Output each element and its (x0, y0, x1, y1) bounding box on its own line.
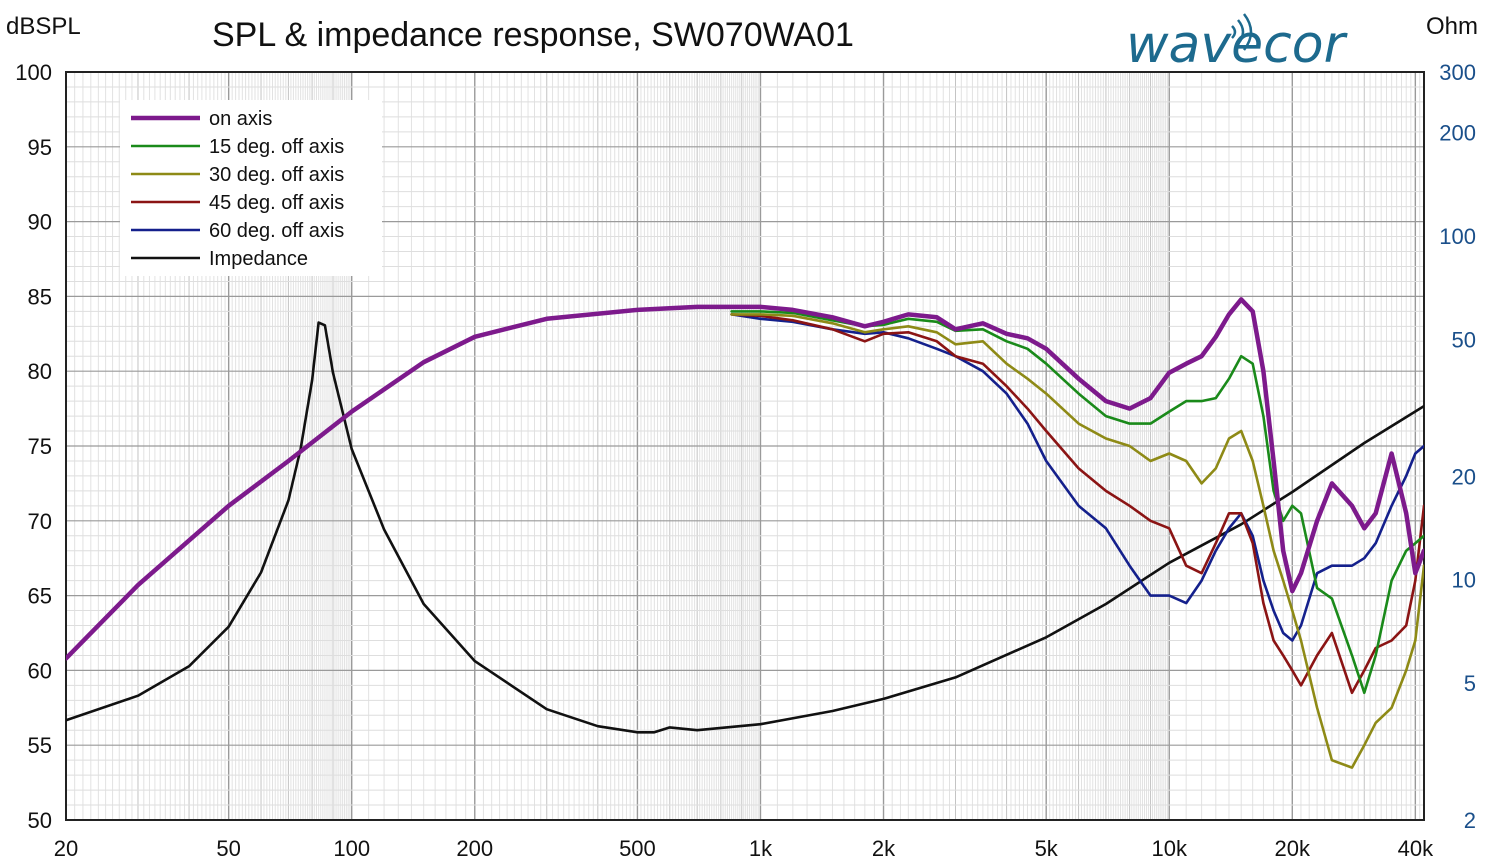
legend: on axis 15 deg. off axis 30 deg. off axis 4… (120, 100, 382, 276)
y2-tick-label: 100 (1439, 224, 1476, 249)
y2-tick-label: 50 (1452, 327, 1476, 352)
y-tick-label: 80 (28, 359, 52, 384)
x-tick-label: 5k (1035, 836, 1059, 861)
series-line-on-axis (66, 297, 1424, 661)
right-axis-ticks: 300 200 100 50 20 10 5 2 (1439, 60, 1476, 833)
legend-label: on axis (209, 108, 272, 130)
series-line-45-deg-off-axis (730, 313, 1424, 695)
series-line-60-deg-off-axis (730, 313, 1424, 642)
y-tick-label: 95 (28, 135, 52, 160)
left-axis-ticks: 100 95 90 85 80 75 70 65 60 55 50 (15, 60, 52, 833)
x-tick-label: 1k (749, 836, 773, 861)
x-tick-label: 20k (1275, 836, 1311, 861)
legend-label: 60 deg. off axis (209, 220, 344, 242)
y2-tick-label: 200 (1439, 121, 1476, 146)
y-tick-label: 70 (28, 509, 52, 534)
x-tick-label: 20 (54, 836, 78, 861)
x-tick-label: 10k (1151, 836, 1187, 861)
series-layer (66, 297, 1424, 769)
legend-background (120, 100, 382, 276)
y2-tick-label: 5 (1464, 671, 1476, 696)
y-axis-label: dBSPL (6, 13, 81, 40)
y-tick-label: 50 (28, 808, 52, 833)
y2-tick-label: 2 (1464, 808, 1476, 833)
chart-title: SPL & impedance response, SW070WA01 (212, 16, 854, 54)
y-tick-label: 100 (15, 60, 52, 85)
y-tick-label: 90 (28, 210, 52, 235)
legend-label: 45 deg. off axis (209, 192, 344, 214)
x-tick-label: 500 (619, 836, 656, 861)
y2-tick-label: 300 (1439, 60, 1476, 85)
signal-waves-icon (1231, 13, 1253, 51)
y-tick-label: 75 (28, 434, 52, 459)
x-tick-label: 50 (216, 836, 240, 861)
legend-label: Impedance (209, 248, 308, 270)
series-line-impedance (66, 321, 1424, 734)
x-axis-ticks: 20 50 100 200 500 1k 2k 5k 10k 20k 40k (54, 836, 1434, 861)
x-tick-label: 200 (456, 836, 493, 861)
legend-label: 30 deg. off axis (209, 164, 344, 186)
series-line-15-deg-off-axis (730, 310, 1424, 695)
series-line-30-deg-off-axis (730, 313, 1424, 769)
x-tick-label: 2k (872, 836, 896, 861)
legend-label: 15 deg. off axis (209, 136, 344, 158)
y-tick-label: 60 (28, 658, 52, 683)
y-tick-label: 85 (28, 284, 52, 309)
grid (65, 71, 1425, 821)
y2-axis-label: Ohm (1426, 13, 1478, 40)
x-tick-label: 100 (333, 836, 370, 861)
y-tick-label: 65 (28, 584, 52, 609)
y2-tick-label: 20 (1452, 464, 1476, 489)
y2-tick-label: 10 (1452, 568, 1476, 593)
brand-logo: wavecor (1126, 13, 1349, 75)
y-tick-label: 55 (28, 733, 52, 758)
x-tick-label: 40k (1398, 836, 1434, 861)
brand-logo-text: wavecor (1126, 15, 1349, 75)
